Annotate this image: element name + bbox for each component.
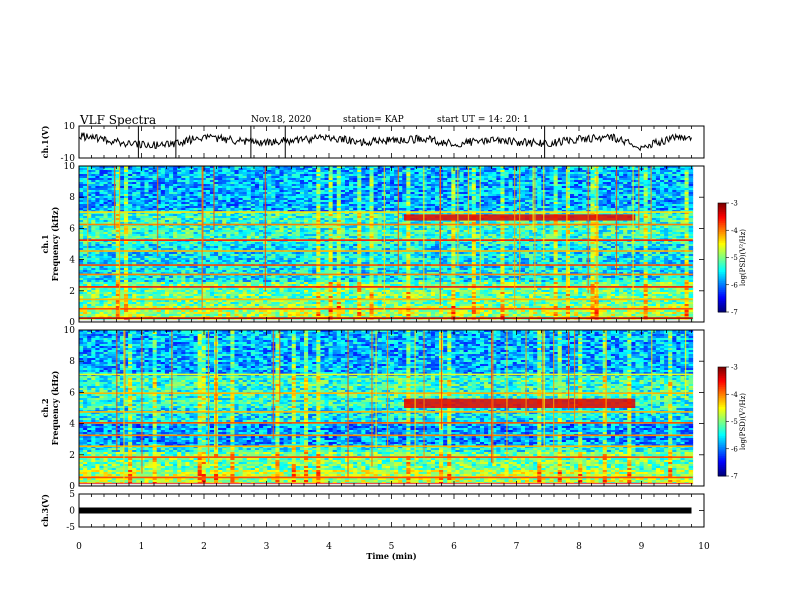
ch1-spectrogram [79,166,693,322]
vlf-figure: 10-10ch.1(V)0246810ch.1 Frequency (kHz)02… [0,0,792,612]
